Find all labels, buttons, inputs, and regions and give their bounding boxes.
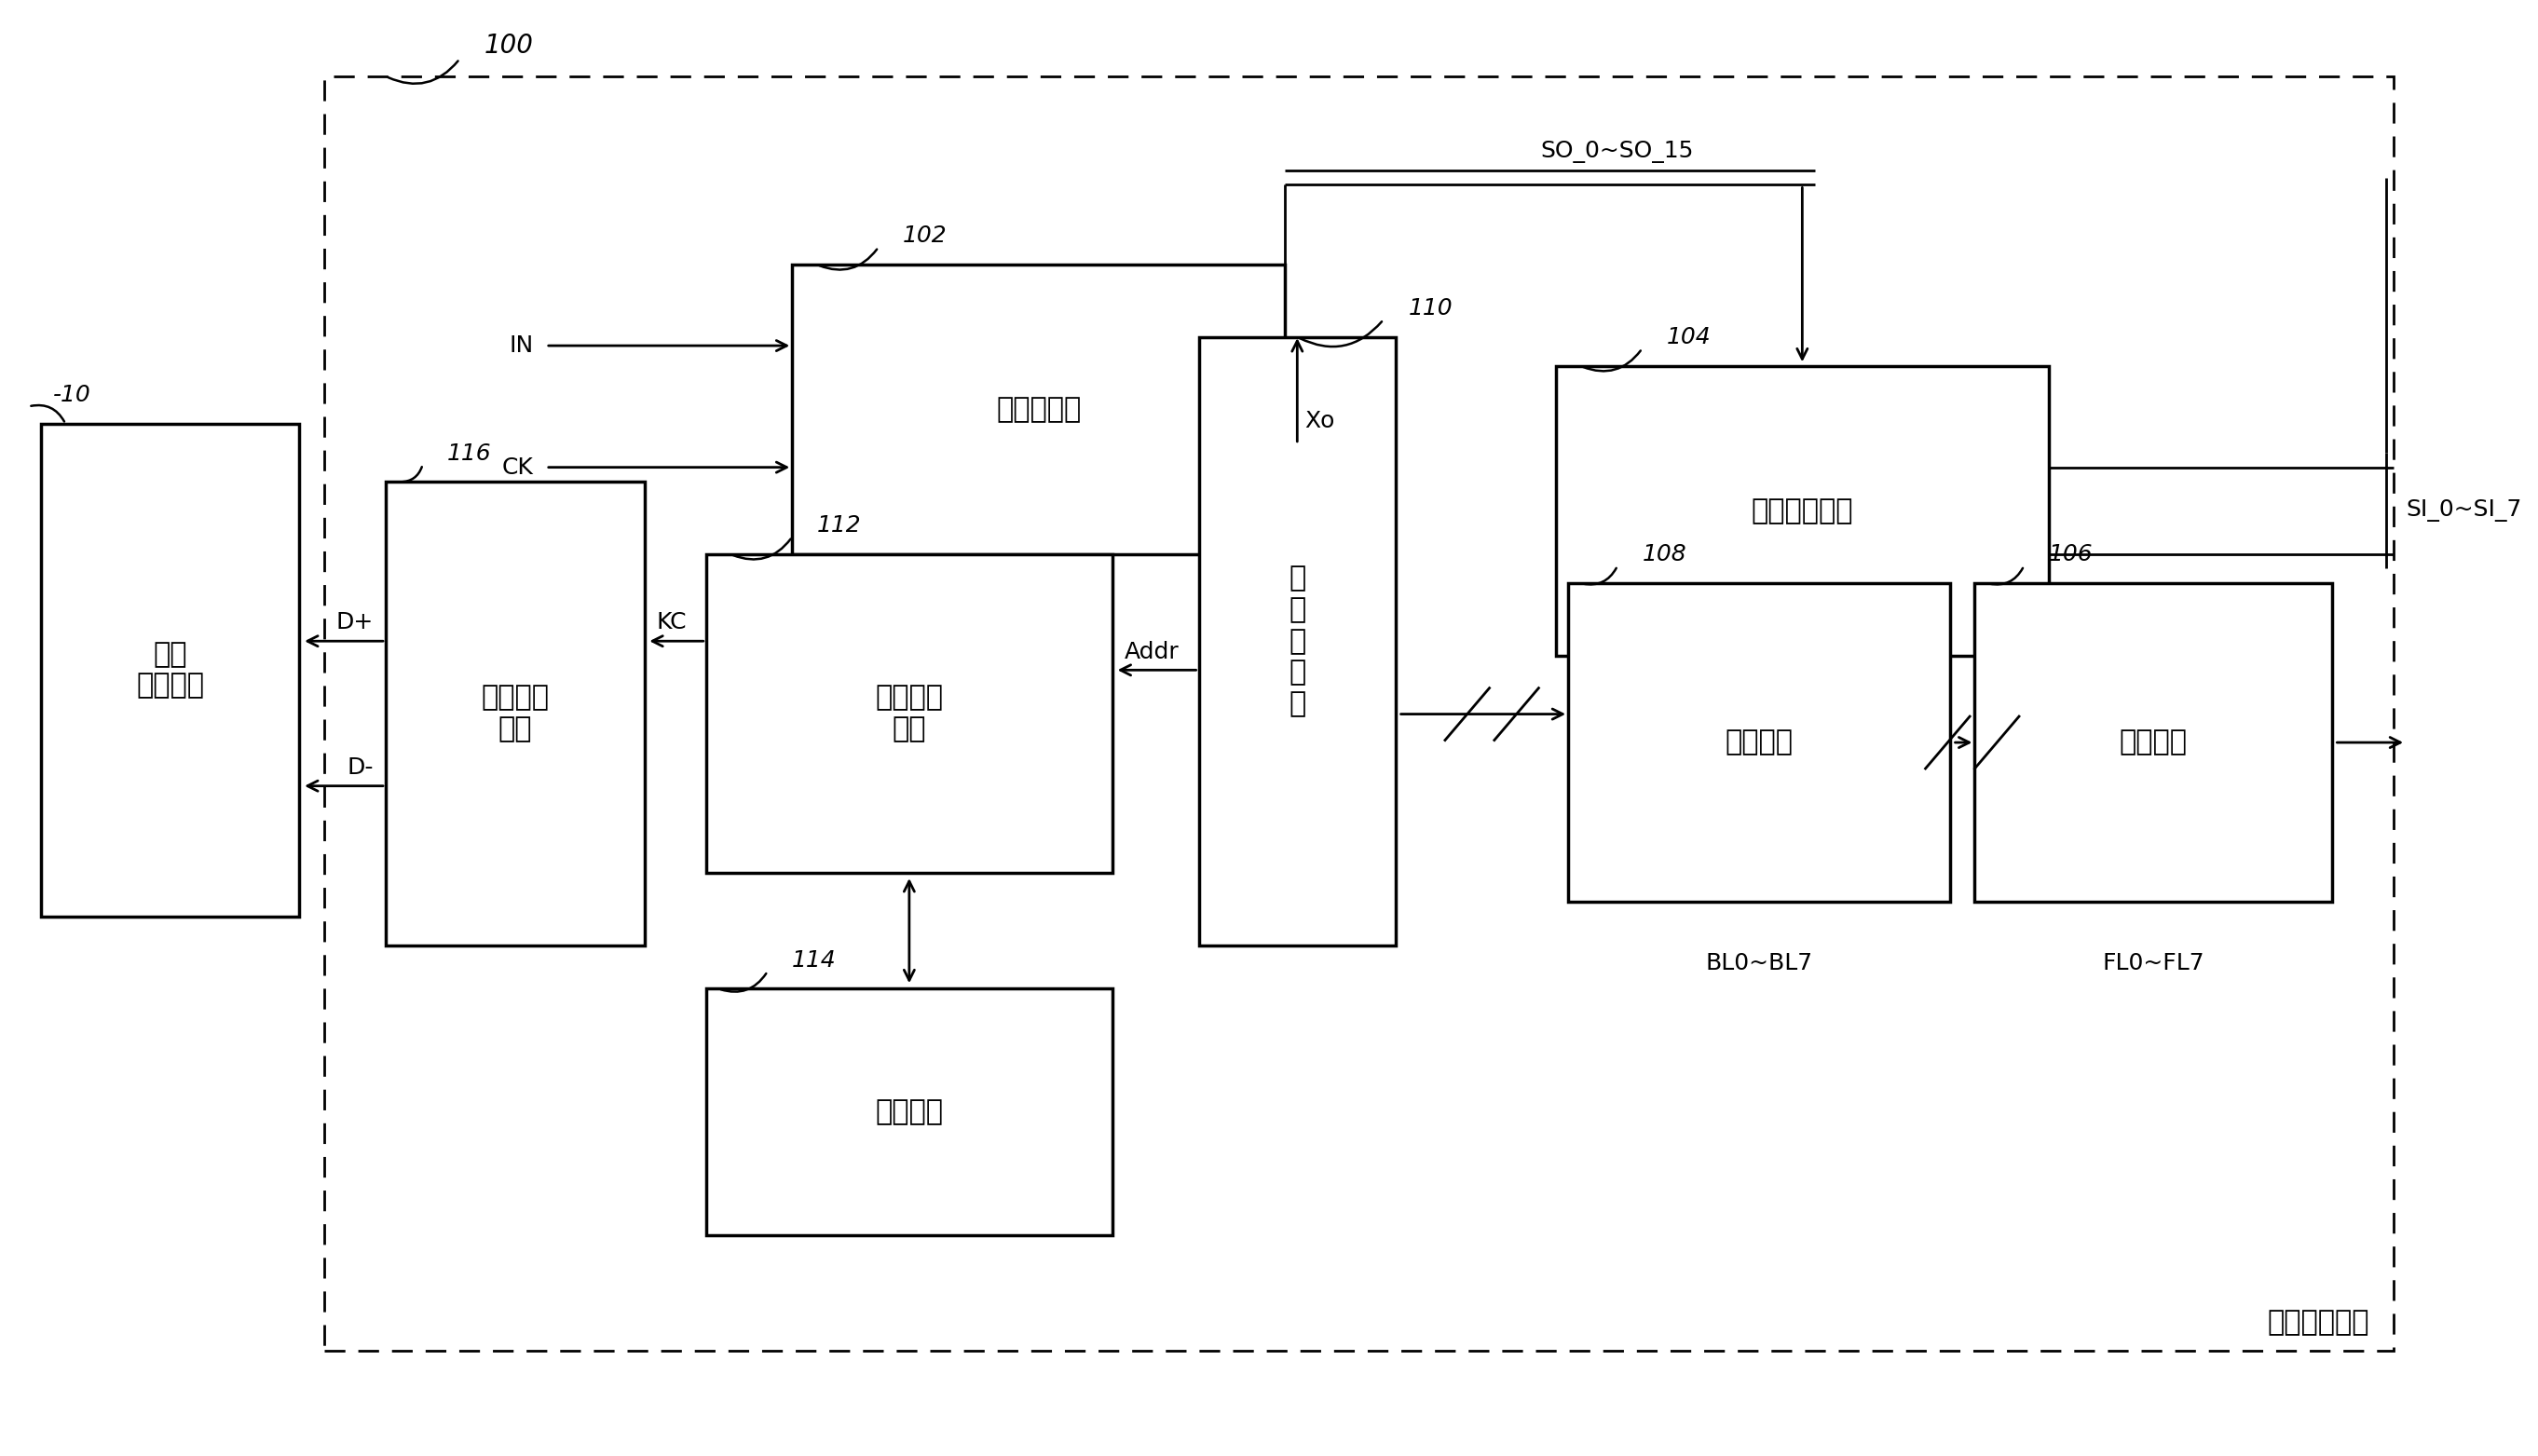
Text: 桥式
逻辑芯片: 桥式 逻辑芯片 [137,641,203,699]
Text: 110: 110 [1409,297,1452,320]
Text: SO_0~SO_15: SO_0~SO_15 [1541,141,1693,163]
Text: 滤波电路: 滤波电路 [2119,729,2188,756]
Text: 键盘矩阵电路: 键盘矩阵电路 [1751,498,1853,524]
Text: IN: IN [510,335,533,357]
Text: D-: D- [348,756,373,779]
Text: 缓冲电路: 缓冲电路 [1726,729,1794,756]
Text: 地
址
发
生
器: 地 址 发 生 器 [1289,565,1305,718]
Text: 102: 102 [904,224,947,248]
Text: 116: 116 [447,443,492,464]
Text: 接口转换
电路: 接口转换 电路 [482,684,548,743]
Bar [386,482,645,945]
Text: Addr: Addr [1124,641,1180,662]
Text: SI_0~SI_7: SI_0~SI_7 [2406,499,2523,521]
Text: -10: -10 [53,384,91,406]
Text: KC: KC [657,612,688,633]
Text: D+: D+ [335,612,373,633]
Text: FL0~FL7: FL0~FL7 [2101,952,2206,976]
Text: 106: 106 [2048,543,2094,566]
Bar [1556,365,2048,655]
Bar [706,989,1112,1235]
Bar [706,555,1112,872]
Text: Xo: Xo [1305,411,1335,432]
Text: 键盘控制电路: 键盘控制电路 [2266,1309,2368,1337]
Bar [325,76,2393,1351]
Bar [1198,336,1396,945]
Bar [1568,584,1949,901]
Text: CK: CK [503,456,533,479]
Text: 114: 114 [792,949,838,971]
Text: 映射装置: 映射装置 [876,1098,944,1125]
Text: 112: 112 [817,514,860,537]
Text: 104: 104 [1667,326,1711,348]
Text: 比较选择
单元: 比较选择 单元 [876,684,944,743]
Text: 108: 108 [1642,543,1685,566]
Text: 100: 100 [485,33,533,58]
Bar [792,265,1284,555]
Bar [41,424,299,916]
Bar [1975,584,2332,901]
Text: BL0~BL7: BL0~BL7 [1706,952,1812,976]
Text: 移位寄存器: 移位寄存器 [995,396,1081,422]
